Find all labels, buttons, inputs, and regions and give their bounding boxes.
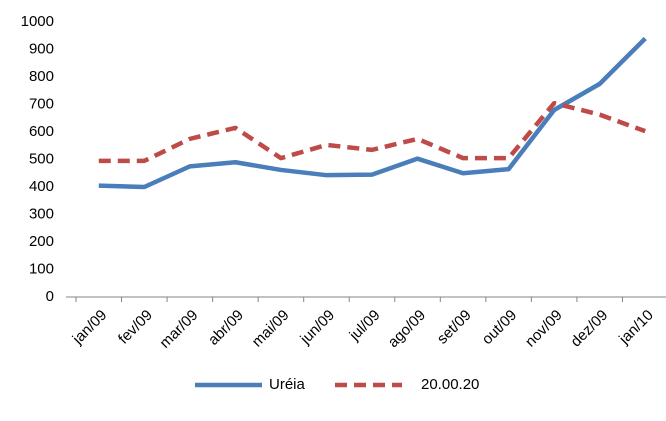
x-tick-label: dez/09 [567, 307, 611, 351]
y-tick-label: 700 [29, 95, 54, 112]
x-tick-label: jun/09 [296, 307, 338, 349]
x-tick-label: abr/09 [205, 307, 247, 349]
line-series [98, 36, 647, 190]
legend-label: Uréia [269, 376, 306, 393]
x-tick-label: jan/09 [69, 307, 111, 349]
x-tick-label: ago/09 [385, 307, 429, 351]
y-tick-label: 300 [29, 205, 54, 222]
y-tick-label: 900 [29, 40, 54, 57]
x-tick-label: jul/09 [346, 307, 384, 345]
x-tick-label: fev/09 [115, 307, 156, 348]
x-tick-label: set/09 [434, 307, 475, 348]
x-tick-label: out/09 [479, 307, 521, 349]
y-tick-label: 0 [46, 288, 54, 305]
x-tick-label: jan/10 [615, 307, 657, 349]
y-tick-label: 1000 [21, 13, 54, 30]
legend-label: 20.00.20 [421, 376, 479, 393]
y-tick-label: 400 [29, 178, 54, 195]
y-tick-label: 800 [29, 68, 54, 85]
y-tick-label: 200 [29, 233, 54, 250]
y-tick-label: 100 [29, 260, 54, 277]
line-series [98, 100, 646, 164]
y-tick-label: 500 [29, 150, 54, 167]
x-tick-label: mai/09 [249, 307, 293, 351]
x-tick-label: nov/09 [522, 307, 566, 351]
y-tick-label: 600 [29, 123, 54, 140]
x-tick-label: mar/09 [156, 307, 201, 352]
